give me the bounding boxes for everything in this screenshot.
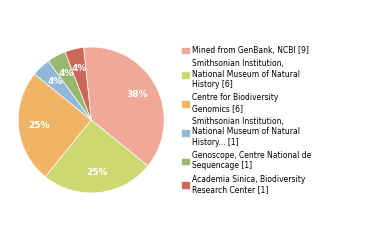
Text: 4%: 4% <box>48 77 63 86</box>
Wedge shape <box>45 120 148 193</box>
Legend: Mined from GenBank, NCBI [9], Smithsonian Institution,
National Museum of Natura: Mined from GenBank, NCBI [9], Smithsonia… <box>182 46 311 194</box>
Text: 4%: 4% <box>71 64 87 73</box>
Text: 38%: 38% <box>127 90 148 99</box>
Wedge shape <box>65 48 91 120</box>
Text: 25%: 25% <box>86 168 108 177</box>
Wedge shape <box>48 52 91 120</box>
Wedge shape <box>18 74 91 177</box>
Text: 4%: 4% <box>59 69 74 78</box>
Wedge shape <box>35 61 91 120</box>
Wedge shape <box>84 47 164 166</box>
Text: 25%: 25% <box>28 121 50 130</box>
